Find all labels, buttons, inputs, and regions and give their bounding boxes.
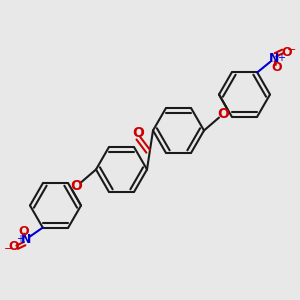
Text: O: O (8, 240, 19, 253)
Text: O: O (218, 107, 230, 121)
Text: −: − (4, 244, 14, 254)
Text: O: O (70, 179, 83, 193)
Text: +: + (277, 53, 285, 63)
Text: +: + (16, 234, 24, 244)
Text: O: O (18, 225, 28, 238)
Text: O: O (281, 46, 292, 59)
Text: N: N (268, 52, 279, 65)
Text: N: N (21, 233, 32, 246)
Text: −: − (286, 45, 296, 55)
Text: O: O (272, 61, 282, 74)
Text: O: O (133, 126, 145, 140)
